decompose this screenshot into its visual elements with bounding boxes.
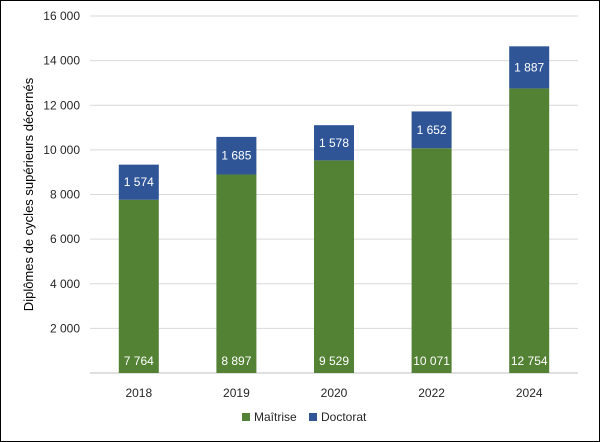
- y-tick-label: 14 000: [43, 54, 80, 68]
- x-tick-label: 2019: [223, 386, 250, 400]
- x-tick-labels: 2018 2019 2020 2022 2024: [125, 386, 542, 400]
- x-tick-label: 2020: [321, 386, 348, 400]
- y-tick-label: 16 000: [43, 9, 80, 23]
- data-label: 12 754: [511, 354, 548, 368]
- bar-doctorat: [314, 125, 354, 161]
- bar-doctorat: [216, 136, 257, 175]
- y-tick-label: 8 000: [50, 188, 80, 202]
- x-tick-label: 2024: [516, 386, 543, 400]
- bar-maitrise: [216, 174, 257, 373]
- data-label: 9 529: [319, 354, 349, 368]
- data-label: 7 764: [124, 354, 154, 368]
- bars: 7 764 1 574 8 897 1 685 9 529 1 578 10 071 1 65…: [118, 46, 550, 373]
- bar-doctorat: [411, 111, 452, 149]
- y-tick-label: 12 000: [43, 98, 80, 112]
- bar-maitrise: [509, 88, 550, 373]
- data-label: 8 897: [221, 354, 251, 368]
- y-tick-label: 4 000: [50, 277, 80, 291]
- data-label: 1 574: [124, 175, 154, 189]
- data-label: 10 071: [413, 354, 450, 368]
- y-tick-label: 2 000: [50, 321, 80, 335]
- data-label: 1 578: [319, 136, 349, 150]
- data-label: 1 685: [221, 149, 251, 163]
- y-tick-label: 6 000: [50, 232, 80, 246]
- bar-doctorat: [509, 46, 550, 89]
- y-axis-label: Diplômes de cycles supérieurs décernés: [21, 77, 36, 311]
- legend-label-maitrise: Maîtrise: [254, 410, 297, 424]
- data-label: 1 887: [514, 60, 544, 74]
- data-label: 1 652: [417, 123, 447, 137]
- bar-maitrise: [118, 199, 159, 373]
- bar-maitrise: [314, 160, 354, 373]
- x-tick-label: 2018: [125, 386, 152, 400]
- x-tick-label: 2022: [418, 386, 445, 400]
- legend-swatch-doctorat: [309, 413, 317, 421]
- legend-swatch-maitrise: [242, 413, 250, 421]
- y-tick-labels: 2 000 4 000 6 000 8 000 10 000 12 000 14 000 16…: [43, 9, 80, 335]
- bar-maitrise: [411, 148, 452, 373]
- legend: Maîtrise Doctorat: [242, 410, 367, 424]
- y-tick-label: 10 000: [43, 143, 80, 157]
- legend-label-doctorat: Doctorat: [321, 410, 367, 424]
- bar-doctorat: [118, 164, 159, 200]
